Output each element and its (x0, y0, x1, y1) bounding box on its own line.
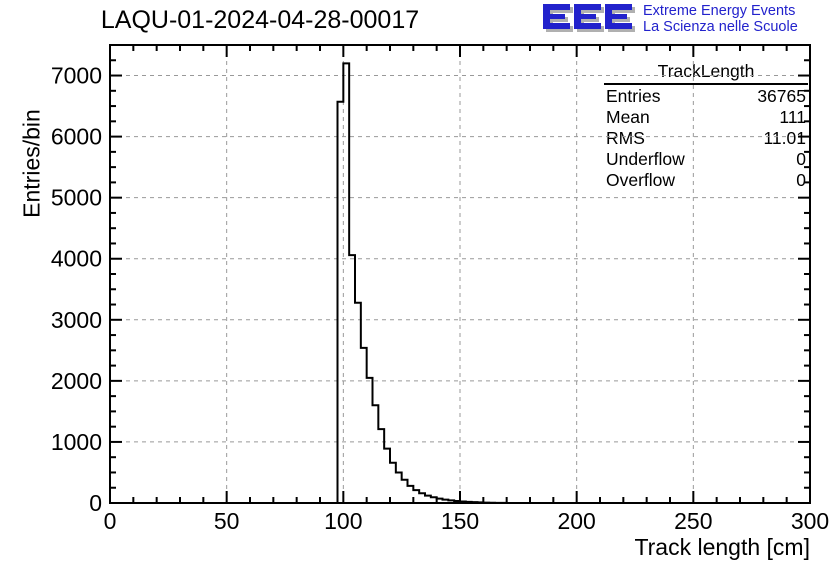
plot-frame (109, 44, 811, 504)
stats-key: RMS (606, 128, 645, 148)
x-tick-label: 300 (791, 508, 829, 534)
stats-key: Overflow (606, 170, 676, 190)
y-tick-label: 1000 (51, 429, 102, 455)
x-tick-label: 0 (104, 508, 117, 534)
x-axis-title: Track length [cm] (634, 534, 810, 560)
stats-rows: Entries 36765 Mean 111 RMS 11.01 Underflow 0 Ove… (600, 86, 812, 191)
stats-value: 11.01 (763, 128, 807, 148)
y-tick-label: 7000 (51, 63, 102, 89)
stats-box: TrackLength Entries 36765 Mean 111 RMS 11.01 U… (600, 61, 812, 191)
eee-logo-line1: Extreme Energy Events (643, 3, 796, 19)
page-title: LAQU-01-2024-04-28-00017 (100, 6, 420, 34)
stats-row: Overflow 0 (600, 170, 812, 191)
stats-divider (604, 83, 808, 85)
stats-row: Underflow 0 (600, 149, 812, 170)
eee-logo-line2: La Scienza nelle Scuole (643, 19, 798, 35)
stats-key: Underflow (606, 149, 685, 169)
histogram-curve (336, 62, 810, 504)
y-tick-label: 5000 (51, 185, 102, 211)
y-tick-label: 2000 (51, 368, 102, 394)
stats-value: 0 (796, 170, 806, 190)
x-tick-label: 150 (441, 508, 479, 534)
stats-row: RMS 11.01 (600, 128, 812, 149)
y-tick-label: 0 (89, 490, 102, 516)
x-tick-label: 100 (324, 508, 362, 534)
stats-key: Mean (606, 107, 650, 127)
x-tick-label: 200 (557, 508, 595, 534)
stats-value: 0 (796, 149, 806, 169)
x-tick-label: 50 (214, 508, 240, 534)
stats-row: Mean 111 (600, 107, 812, 128)
y-tick-label: 4000 (51, 246, 102, 272)
stats-key: Entries (606, 86, 661, 106)
y-tick-label: 6000 (51, 124, 102, 150)
x-tick-label: 250 (674, 508, 712, 534)
stats-value: 111 (779, 107, 806, 127)
eee-mark-icon (541, 1, 637, 37)
stats-value: 36765 (757, 86, 806, 106)
stats-row: Entries 36765 (600, 86, 812, 107)
y-tick-label: 3000 (51, 307, 102, 333)
eee-logo-text: Extreme Energy Events La Scienza nelle S… (643, 1, 798, 35)
eee-logo: Extreme Energy Events La Scienza nelle S… (541, 1, 798, 37)
